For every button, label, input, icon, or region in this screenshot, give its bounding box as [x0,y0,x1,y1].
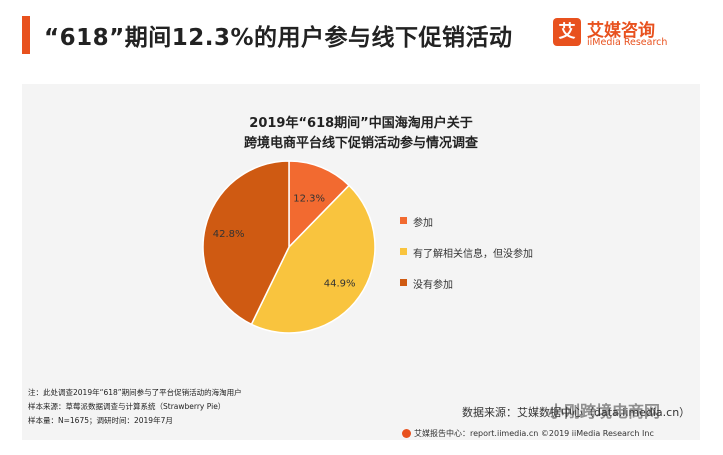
pie-slice-1 [288,160,351,249]
legend-label-1: 参加 [413,218,433,229]
footer-logo-icon [402,429,411,438]
logo-name-cn: 艾媒咨询 [587,21,655,41]
report-footer: 艾媒报告中心：report.iimedia.cn ©2019 iiMedia R… [402,428,654,439]
legend-swatch-1 [400,217,407,224]
page-headline: “618”期间12.3%的用户参与线下促销活动 [44,25,513,51]
headline-accent-bar [22,16,30,54]
iimedia-logo: 艾 艾媒咨询 iiMedia Research [553,14,703,58]
legend-swatch-3 [400,279,407,286]
pie-slice-label-2: 44.9% [324,279,356,290]
legend-label-3: 没有参加 [413,280,453,291]
legend-label-2: 有了解相关信息，但没参加 [413,249,533,260]
logo-name-en: iiMedia Research [587,37,668,48]
chart-title-line1: 2019年“618期间”中国海淘用户关于 [249,116,473,131]
note-line-2: 样本来源：草莓派数据调查与计算系统（Strawberry Pie） [28,402,226,411]
note-line-1: 注：此处调查2019年“618”期间参与了平台促销活动的海淘用户 [28,388,242,397]
pie-slice-label-3: 42.8% [213,229,245,240]
note-line-3: 样本量：N=1675；调研时间：2019年7月 [28,416,173,425]
pie-slice-3 [202,160,290,326]
watermark-text: 小刚跨境电商网 [548,402,661,421]
pie-chart: 12.3% 44.9% 42.8% [202,160,376,334]
logo-mark-icon: 艾 [553,18,581,46]
data-source: 数据来源：艾媒数据中心（data.iimedia.cn） [462,406,691,419]
pie-slice-2 [250,184,376,334]
pie-slice-label-1: 12.3% [293,194,325,205]
footer-text: 艾媒报告中心：report.iimedia.cn ©2019 iiMedia R… [414,429,654,438]
chart-panel: 2019年“618期间”中国海淘用户关于 跨境电商平台线下促销活动参与情况调查 … [22,84,700,440]
legend-swatch-2 [400,248,407,255]
chart-title-line2: 跨境电商平台线下促销活动参与情况调查 [243,136,478,151]
